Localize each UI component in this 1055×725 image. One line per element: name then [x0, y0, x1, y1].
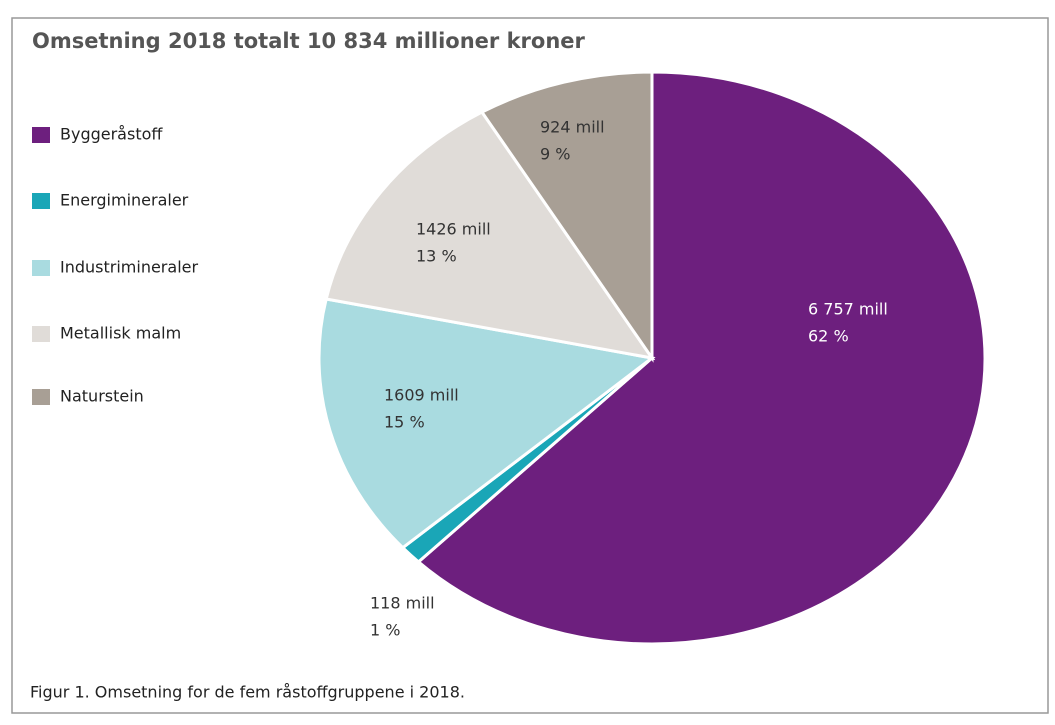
legend-label: Byggeråstoff	[60, 125, 163, 144]
pie-slice	[479, 70, 654, 363]
value-label: 118 mill	[370, 594, 435, 613]
percentage-label: 62 %	[808, 327, 849, 346]
value-label: 1426 mill	[416, 220, 491, 239]
value-label: 6 757 mill	[808, 300, 888, 319]
chart-title: Omsetning 2018 totalt 10 834 millioner k…	[32, 29, 586, 53]
pie-slice	[317, 297, 656, 550]
legend-swatch	[32, 260, 50, 276]
value-label: 1609 mill	[384, 386, 459, 405]
legend-swatch	[32, 389, 50, 405]
legend-label: Metallisk malm	[60, 324, 181, 343]
percentage-label: 13 %	[416, 247, 457, 266]
percentage-label: 15 %	[384, 413, 425, 432]
percentage-label: 9 %	[540, 145, 570, 164]
legend-swatch	[32, 326, 50, 342]
percentage-label: 1 %	[370, 621, 400, 640]
legend-swatch	[32, 127, 50, 143]
value-label: 924 mill	[540, 118, 605, 137]
pie-slice	[416, 70, 987, 646]
legend-label: Industrimineraler	[60, 258, 198, 277]
pie-slice	[324, 110, 656, 361]
legend-swatch	[32, 193, 50, 209]
legend-label: Energimineraler	[60, 191, 189, 210]
caption: Figur 1. Omsetning for de fem råstoffgru…	[30, 683, 465, 702]
legend-label: Naturstein	[60, 387, 144, 406]
